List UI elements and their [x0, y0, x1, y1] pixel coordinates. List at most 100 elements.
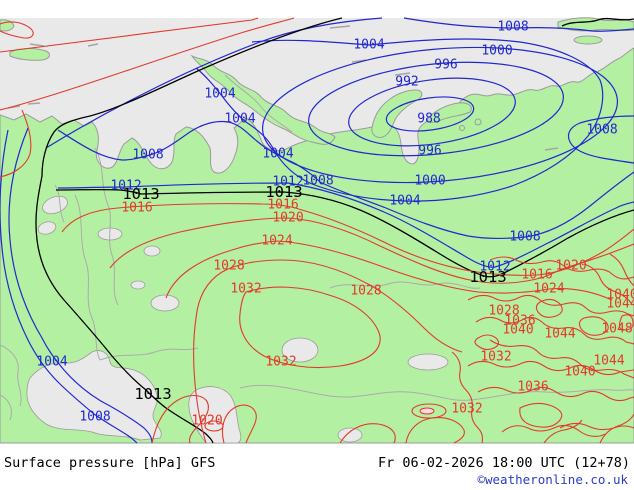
isobar-label-1028: 1028 — [350, 284, 381, 299]
terrain-isobar-loop — [535, 298, 563, 318]
isobar-label-1024: 1024 — [261, 234, 292, 249]
border-layer — [0, 25, 634, 421]
isobar-label-1004: 1004 — [204, 87, 235, 102]
isobar-label-1020: 1020 — [555, 259, 586, 274]
country-border — [74, 194, 101, 361]
isobar-label-1044: 1044 — [593, 354, 624, 369]
isobar-label-layer: 1008 1004 1000 996 992 1004 988 1004 996 1008 1004… — [36, 20, 634, 429]
island-speck — [29, 43, 45, 47]
isobar-992-path — [348, 77, 516, 147]
isobar-label-1008: 1008 — [497, 20, 528, 35]
isobar-label-1013: 1013 — [134, 385, 171, 403]
isobar-1012-path — [57, 182, 634, 268]
lake — [37, 221, 57, 235]
isobar-red-loop — [411, 403, 447, 419]
isobar-label-1040: 1040 — [502, 323, 533, 338]
isobar-red-nw-upper-path — [0, 17, 259, 53]
map-title: Surface pressure [hPa] GFS — [4, 455, 216, 471]
isobar-red-squiggle — [151, 394, 209, 444]
isobar-label-996: 996 — [418, 144, 441, 159]
country-border — [239, 384, 634, 401]
map-valid-time: Fr 06-02-2026 18:00 UTC (12+78) — [378, 455, 630, 471]
lake — [130, 280, 146, 290]
isobar-label-1048: 1048 — [601, 322, 632, 337]
island-speck — [394, 72, 411, 76]
isobar-label-1004: 1004 — [36, 355, 67, 370]
isobar-label-1012: 1012 — [110, 179, 141, 194]
isobar-label-1012: 1012 — [479, 260, 510, 275]
isobar-1013-topright-path — [561, 17, 634, 27]
isobar-label-1012: 1012 — [272, 175, 303, 190]
isobar-label-1044: 1044 — [544, 327, 575, 342]
isobar-1013-main-path — [55, 188, 634, 278]
isobar-label-1004: 1004 — [389, 194, 420, 209]
isobar-1008-north-path — [403, 17, 634, 32]
island-speck — [27, 102, 41, 105]
terrain-isobar-loop — [618, 314, 634, 331]
terrain-isobar-squiggle — [489, 256, 634, 280]
isobar-label-992: 992 — [395, 75, 418, 90]
isobar-red-squiggle — [221, 404, 257, 444]
isobar-red-squiggle — [339, 423, 396, 444]
isobar-red-loop — [204, 420, 224, 432]
isobar-label-1008: 1008 — [509, 230, 540, 245]
gray-terrain-patch — [337, 427, 363, 443]
island-speck — [329, 25, 351, 29]
isobar-label-1016: 1016 — [267, 198, 298, 213]
isobar-label-1036: 1036 — [504, 314, 535, 329]
isobar-label-1040: 1040 — [564, 365, 595, 380]
isobar-label-1004: 1004 — [224, 112, 255, 127]
isobar-label-1008: 1008 — [586, 123, 617, 138]
isobar-label-1004: 1004 — [353, 38, 384, 53]
isobar-label-1004: 1004 — [262, 147, 293, 162]
terrain-isobar-squiggle — [451, 351, 484, 444]
lake — [143, 245, 161, 257]
country-border — [224, 74, 293, 133]
top-right-islands — [557, 17, 634, 32]
isobar-988-path — [385, 96, 475, 132]
lake — [42, 195, 68, 215]
isobar-1008-east-loop-path — [567, 115, 634, 164]
isobar-1008-west-path — [0, 129, 138, 444]
terrain-isobar-squiggle — [543, 419, 583, 444]
isobar-label-1032: 1032 — [480, 350, 511, 365]
terrain-isobar-squiggle — [467, 360, 634, 376]
isobar-1013-west-path — [35, 17, 343, 444]
isobar-label-1008: 1008 — [79, 410, 110, 425]
terrain-isobar-squiggle — [477, 386, 634, 402]
country-border — [0, 394, 13, 421]
country-border — [329, 281, 481, 289]
isobar-996-path — [308, 61, 564, 157]
isobar-label-1013: 1013 — [469, 268, 506, 286]
islet — [573, 35, 603, 45]
country-border — [94, 147, 119, 306]
terrain-isobar-squiggle — [609, 253, 634, 287]
isobar-1020-path — [109, 217, 634, 284]
isobar-red-corner-path — [0, 21, 34, 39]
isobar-label-1008: 1008 — [302, 174, 333, 189]
isobar-label-996: 996 — [434, 58, 457, 73]
terrain-isobar-squiggle — [475, 316, 634, 345]
isobar-label-1032: 1032 — [451, 402, 482, 417]
isobar-1012-northwest-path — [45, 17, 383, 149]
copyright-text: ©weatheronline.co.uk — [477, 472, 628, 487]
isobar-1016-path — [61, 203, 634, 276]
terrain-isobar-squiggle — [559, 422, 634, 431]
isobar-red-squiggle — [405, 417, 465, 444]
isobar-label-1000: 1000 — [414, 174, 445, 189]
isobar-1004-path — [195, 38, 604, 202]
isobar-label-1013: 1013 — [265, 183, 302, 201]
island-speck — [87, 43, 99, 47]
isobar-label-1040: 1040 — [606, 288, 634, 303]
isobar-label-1016: 1016 — [121, 201, 152, 216]
isobar-label-1020: 1020 — [272, 211, 303, 226]
arctic-island-east — [427, 102, 472, 123]
isobar-label-1013: 1013 — [122, 185, 159, 203]
isobar-1008-path — [57, 120, 634, 239]
gray-terrain-patch — [281, 337, 319, 363]
isobar-layer-black — [35, 17, 634, 444]
terrain-isobar-loop — [519, 402, 563, 428]
isobar-label-1000: 1000 — [481, 44, 512, 59]
